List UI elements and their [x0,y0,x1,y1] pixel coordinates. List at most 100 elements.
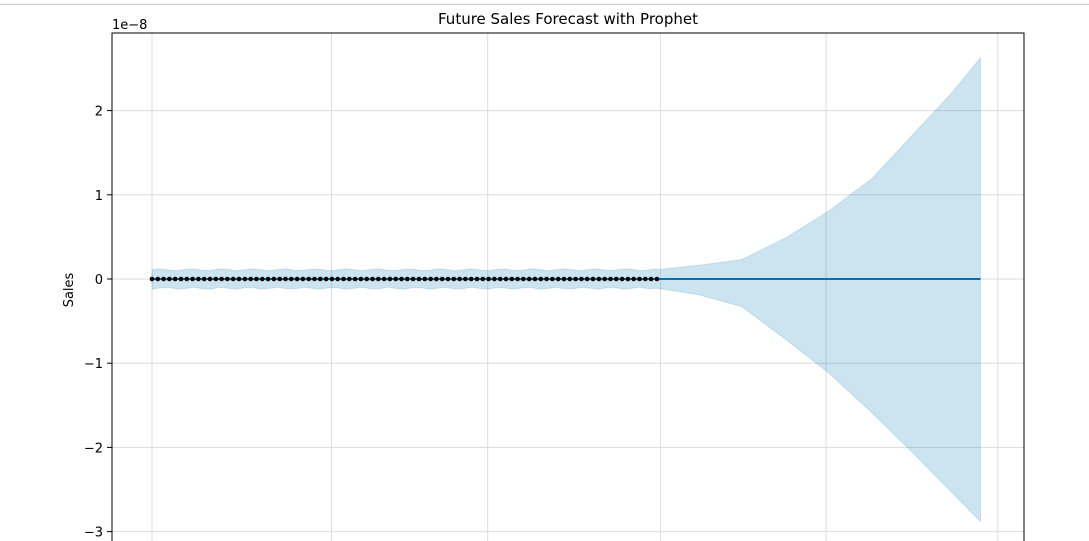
actual-point [596,276,602,282]
actual-point [230,276,236,282]
actual-point [294,276,300,282]
actual-point [364,276,370,282]
actual-point [393,276,399,282]
actual-point [161,276,166,282]
actual-point [521,276,526,282]
actual-points [149,276,660,282]
actual-point [555,276,561,282]
actual-point [236,276,242,282]
actual-point [463,276,468,282]
actual-point [196,276,201,282]
actual-point [428,276,433,282]
actual-point [422,276,428,282]
actual-point [544,276,549,282]
actual-point [167,276,172,282]
actual-point [648,276,654,282]
actual-point [410,276,416,282]
actual-point [225,276,230,282]
y-axis-ticks: 2 1 0 −1 −2 −3 [84,105,112,541]
actual-point [178,276,184,282]
y-axis-offset-label: 1e−8 [112,18,147,33]
actual-point [492,276,497,282]
actual-point [248,276,253,282]
actual-point [561,276,567,282]
top-rule [0,4,1089,5]
actual-point [312,276,317,282]
y-tick-label: 1 [95,189,103,204]
actual-point [155,276,161,282]
actual-point [416,276,422,282]
y-tick-label: 0 [95,273,103,288]
actual-point [219,276,224,282]
actual-point [190,276,195,282]
actual-point [637,276,642,282]
actual-point [335,276,341,282]
actual-point [567,276,573,282]
actual-point [277,276,283,282]
actual-point [306,276,312,282]
chart-title: Future Sales Forecast with Prophet [438,10,698,28]
actual-point [318,276,323,282]
y-axis-label: Sales [62,272,77,307]
actual-point [532,276,538,282]
actual-point [376,276,381,282]
actual-point [457,276,462,282]
uncertainty-band [151,56,981,523]
actual-point [503,276,509,282]
y-tick-label: 2 [95,105,103,120]
actual-point [399,276,404,282]
actual-point [625,276,631,282]
actual-point [486,276,491,282]
actual-point [573,276,578,282]
actual-point [497,276,503,282]
actual-point [474,276,480,282]
actual-point [149,276,155,282]
actual-point [468,276,474,282]
actual-point [387,276,393,282]
actual-point [329,276,335,282]
actual-point [643,276,648,282]
actual-point [590,276,596,282]
actual-point [439,276,445,282]
actual-point [480,276,486,282]
actual-point [602,276,607,282]
actual-point [451,276,457,282]
actual-point [614,276,619,282]
actual-point [631,276,636,282]
actual-point [370,276,375,282]
actual-point [172,276,178,282]
actual-point [213,276,219,282]
actual-point [260,276,265,282]
y-tick-label: −2 [84,441,103,456]
actual-point [323,276,329,282]
actual-point [515,276,520,282]
actual-point [509,276,515,282]
actual-point [608,276,613,282]
actual-point [271,276,277,282]
actual-point [579,276,584,282]
actual-point [289,276,294,282]
actual-point [254,276,259,282]
actual-point [405,276,410,282]
actual-point [207,276,213,282]
plot-frame [111,32,1025,541]
actual-point [341,276,346,282]
actual-point [184,276,190,282]
y-tick-label: −3 [84,526,103,541]
actual-point [242,276,248,282]
actual-point [538,276,544,282]
actual-point [201,276,207,282]
actual-point [619,276,625,282]
actual-point [584,276,590,282]
actual-point [265,276,271,282]
actual-point [654,276,660,282]
actual-point [526,276,532,282]
y-tick-label: −1 [84,357,103,372]
actual-point [283,276,288,282]
actual-point [300,276,306,282]
actual-point [352,276,358,282]
actual-point [381,276,387,282]
actual-point [434,276,439,282]
actual-point [445,276,451,282]
